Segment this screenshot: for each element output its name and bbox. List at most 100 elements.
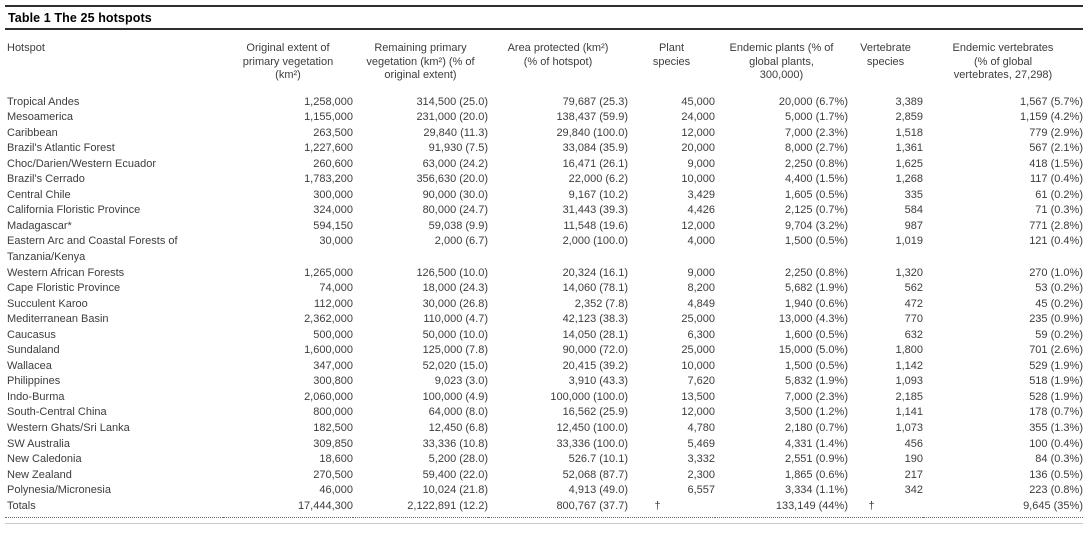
cell: 100,000 (4.9)	[422, 390, 488, 403]
cell: 1,500 (0.5%)	[785, 235, 848, 248]
cell: 987	[904, 219, 923, 232]
cell: 342	[904, 484, 923, 497]
table-row: Tropical Andes 1,258,000 314,500 (25.0) 79,…	[5, 95, 1083, 111]
cell: 779 (2.9%)	[1029, 126, 1083, 139]
cell: 45 (0.2%)	[1035, 297, 1083, 310]
cell: 270,500	[313, 468, 353, 481]
cell: 6,557	[687, 484, 715, 497]
cell: 5,469	[687, 437, 715, 450]
cell: 178 (0.7%)	[1029, 406, 1083, 419]
table-row: Western African Forests 1,265,000 126,500 …	[5, 266, 1083, 282]
cell: 3,334 (1.1%)	[785, 484, 848, 497]
cell: 136 (0.5%)	[1029, 468, 1083, 481]
table-row: Indo-Burma 2,060,000 100,000 (4.9) 100,000 …	[5, 390, 1083, 406]
hotspot-name: Central Chile	[7, 188, 71, 201]
cell: 456	[904, 437, 923, 450]
table-body: Tropical Andes 1,258,000 314,500 (25.0) 79,…	[5, 95, 1083, 519]
hotspot-name: Totals	[5, 498, 223, 519]
cell: 12,000	[681, 406, 715, 419]
table-row: Mesoamerica 1,155,000 231,000 (20.0) 138,43…	[5, 110, 1083, 126]
col-header-label: Hotspot	[7, 42, 45, 54]
hotspot-name: Caucasus	[7, 328, 56, 341]
cell: 2,352 (7.8)	[574, 297, 628, 310]
cell: 30,000	[319, 235, 353, 248]
cell: 3,429	[687, 188, 715, 201]
cell: 79,687 (25.3)	[562, 95, 628, 108]
hotspot-name: Philippines	[7, 375, 61, 388]
cell: 50,000 (10.0)	[422, 328, 488, 341]
table-row: Sundaland 1,600,000 125,000 (7.8) 90,000 (7…	[5, 343, 1083, 359]
table-row: SW Australia 309,850 33,336 (10.8) 33,336 (…	[5, 437, 1083, 453]
cell: 5,682 (1.9%)	[785, 282, 848, 295]
cell: 182,500	[313, 421, 353, 434]
cell: 300,000	[313, 188, 353, 201]
bottom-rule	[5, 523, 1083, 525]
cell: 217	[904, 468, 923, 481]
table-title: Table 1 The 25 hotspots	[8, 11, 152, 25]
cell: 324,000	[313, 204, 353, 217]
cell: 9,000	[687, 266, 715, 279]
cell: 2,362,000	[304, 313, 353, 326]
cell: 300,800	[313, 375, 353, 388]
cell: 1,073	[895, 421, 923, 434]
cell: 529 (1.9%)	[1029, 359, 1083, 372]
table-row: New Zealand 270,500 59,400 (22.0) 52,068 (8…	[5, 468, 1083, 484]
cell: 29,840 (100.0)	[556, 126, 628, 139]
hotspot-name: Eastern Arc and Coastal Forests of Tanza…	[7, 235, 178, 263]
hotspot-name: South-Central China	[7, 406, 107, 419]
cell: †	[848, 498, 923, 519]
cell: 84 (0.3%)	[1035, 453, 1083, 466]
cell: 12,000	[681, 219, 715, 232]
table-row: California Floristic Province 324,000 80,0…	[5, 203, 1083, 219]
table-row: Eastern Arc and Coastal Forests of Tanza…	[5, 234, 1083, 265]
cell: 18,600	[319, 453, 353, 466]
cell: 6,300	[687, 328, 715, 341]
hotspot-name: California Floristic Province	[7, 204, 141, 217]
cell: 9,000	[687, 157, 715, 170]
cell: 3,389	[895, 95, 923, 108]
cell: 270 (1.0%)	[1029, 266, 1083, 279]
cell: 112,000	[314, 297, 353, 310]
table-header: Hotspot Original extent of primary veget…	[5, 30, 1083, 95]
cell: 1,600,000	[304, 344, 353, 357]
cell: 335	[904, 188, 923, 201]
cell: 701 (2.6%)	[1029, 344, 1083, 357]
cell: 4,400 (1.5%)	[785, 173, 848, 186]
cell: 594,150	[313, 219, 353, 232]
cell: 518 (1.9%)	[1029, 375, 1083, 388]
table-row: Cape Floristic Province 74,000 18,000 (24.…	[5, 281, 1083, 297]
cell: 1,019	[895, 235, 923, 248]
hotspots-table: Hotspot Original extent of primary veget…	[5, 30, 1083, 519]
cell: 2,551 (0.9%)	[785, 453, 848, 466]
col-header-label: Endemic plants (% of global plants, 300,…	[729, 42, 834, 81]
hotspot-name: Western African Forests	[7, 266, 125, 279]
cell: 3,910 (43.3)	[568, 375, 628, 388]
cell: 771 (2.8%)	[1029, 219, 1083, 232]
cell: 33,084 (35.9)	[562, 142, 628, 155]
hotspot-name: Indo-Burma	[7, 390, 65, 403]
cell: 25,000	[681, 344, 715, 357]
cell: 4,913 (49.0)	[568, 484, 628, 497]
cell: 2,250 (0.8%)	[785, 157, 848, 170]
cell: 584	[904, 204, 923, 217]
cell: 263,500	[313, 126, 353, 139]
cell: 24,000	[681, 111, 715, 124]
cell: 5,200 (28.0)	[428, 453, 488, 466]
cell: 9,023 (3.0)	[434, 375, 488, 388]
header-row: Hotspot Original extent of primary veget…	[5, 30, 1083, 95]
table-row: Wallacea 347,000 52,020 (15.0) 20,415 (39.2…	[5, 359, 1083, 375]
col-header-vertebrate-species: Vertebrate species	[848, 30, 923, 95]
cell: 16,471 (26.1)	[562, 157, 628, 170]
col-header-label: Area protected (km²) (% of hotspot)	[507, 42, 609, 68]
cell: 20,000 (6.7%)	[778, 95, 848, 108]
cell: 10,000	[681, 173, 715, 186]
cell: 110,000 (4.7)	[423, 313, 488, 326]
cell: 5,000 (1.7%)	[785, 111, 848, 124]
cell: 91,930 (7.5)	[428, 142, 488, 155]
table-row: Philippines 300,800 9,023 (3.0) 3,910 (43.3…	[5, 374, 1083, 390]
table-row: South-Central China 800,000 64,000 (8.0) 16…	[5, 405, 1083, 421]
cell: 4,426	[687, 204, 715, 217]
col-header-hotspot: Hotspot	[5, 30, 223, 95]
cell: 1,268	[895, 173, 923, 186]
cell: 1,142	[895, 359, 923, 372]
